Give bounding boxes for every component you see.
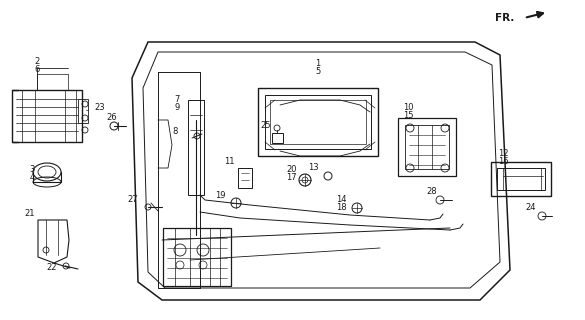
Text: 4: 4 xyxy=(30,173,35,182)
Text: 10: 10 xyxy=(402,103,413,113)
Bar xyxy=(12,90,82,142)
Text: 12: 12 xyxy=(498,148,508,157)
Bar xyxy=(238,168,252,188)
Bar xyxy=(491,162,551,196)
Text: 14: 14 xyxy=(336,195,347,204)
Text: 3: 3 xyxy=(30,165,35,174)
Text: 27: 27 xyxy=(128,195,138,204)
Text: 5: 5 xyxy=(315,67,321,76)
Bar xyxy=(188,100,204,195)
Text: 2: 2 xyxy=(35,58,40,67)
Text: 18: 18 xyxy=(336,203,347,212)
Text: 25: 25 xyxy=(260,121,271,130)
Text: 17: 17 xyxy=(287,173,297,182)
Text: 15: 15 xyxy=(402,111,413,121)
Text: 24: 24 xyxy=(525,204,536,212)
Bar xyxy=(163,228,231,286)
Bar xyxy=(258,88,378,156)
Text: 9: 9 xyxy=(175,102,180,111)
Text: 13: 13 xyxy=(308,163,319,172)
Bar xyxy=(265,95,371,149)
Text: 16: 16 xyxy=(498,156,508,165)
Text: FR.: FR. xyxy=(495,13,514,23)
Bar xyxy=(272,133,283,143)
Bar xyxy=(78,99,88,123)
Text: 20: 20 xyxy=(287,165,297,174)
Text: 26: 26 xyxy=(106,114,116,123)
Text: 19: 19 xyxy=(215,190,226,199)
Bar xyxy=(270,100,366,144)
Text: 23: 23 xyxy=(94,102,105,111)
Text: 11: 11 xyxy=(225,156,235,165)
Text: 22: 22 xyxy=(47,263,57,273)
Text: 7: 7 xyxy=(175,94,180,103)
Bar xyxy=(497,168,545,190)
Bar xyxy=(398,118,456,176)
Text: 28: 28 xyxy=(426,188,437,196)
Text: 21: 21 xyxy=(25,209,35,218)
Text: 8: 8 xyxy=(173,127,178,137)
Bar xyxy=(405,125,449,169)
Text: 1: 1 xyxy=(315,59,321,68)
Text: 6: 6 xyxy=(35,66,40,75)
